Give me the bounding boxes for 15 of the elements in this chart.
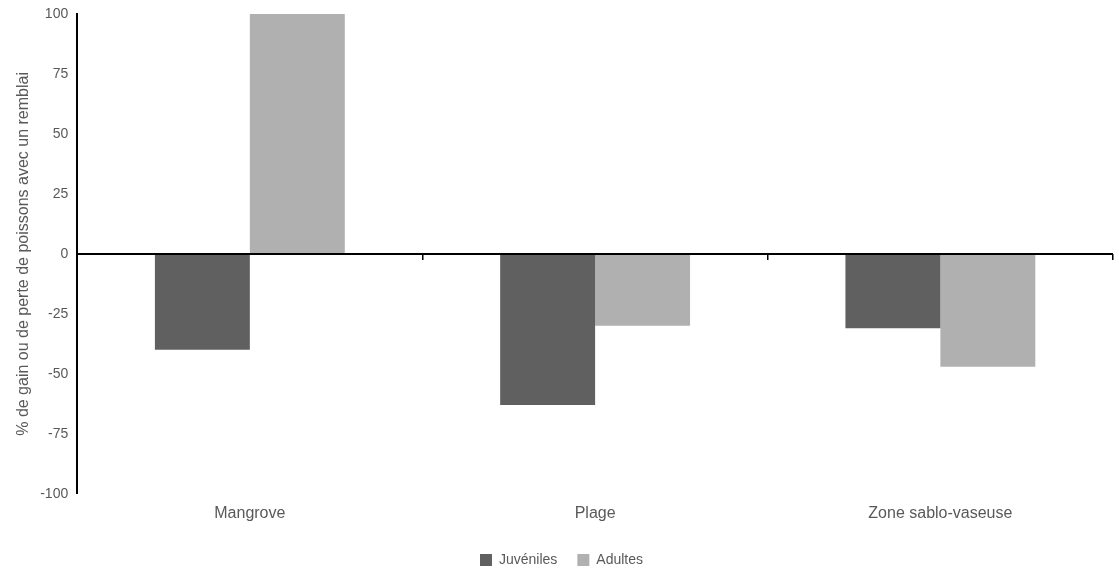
- y-tick-label: 0: [60, 244, 69, 261]
- y-tick-label: -75: [47, 424, 69, 441]
- x-tick-label: Plage: [574, 503, 616, 521]
- y-tick-label: 75: [52, 64, 69, 81]
- y-tick-label: 50: [52, 124, 69, 141]
- legend-label: Juvéniles: [498, 550, 558, 567]
- legend-label: Adultes: [596, 550, 644, 567]
- x-tick-label: Zone sablo-vaseuse: [868, 503, 1013, 521]
- y-tick-label: 25: [52, 184, 69, 201]
- y-axis-title: % de gain ou de perte de poissons avec un remblai: [14, 72, 32, 436]
- y-tick-label: -50: [47, 364, 69, 381]
- y-tick-label: -25: [47, 304, 69, 321]
- y-tick-label: -100: [40, 484, 69, 501]
- y-tick-label: 100: [44, 4, 69, 21]
- x-tick-label: Mangrove: [214, 503, 286, 521]
